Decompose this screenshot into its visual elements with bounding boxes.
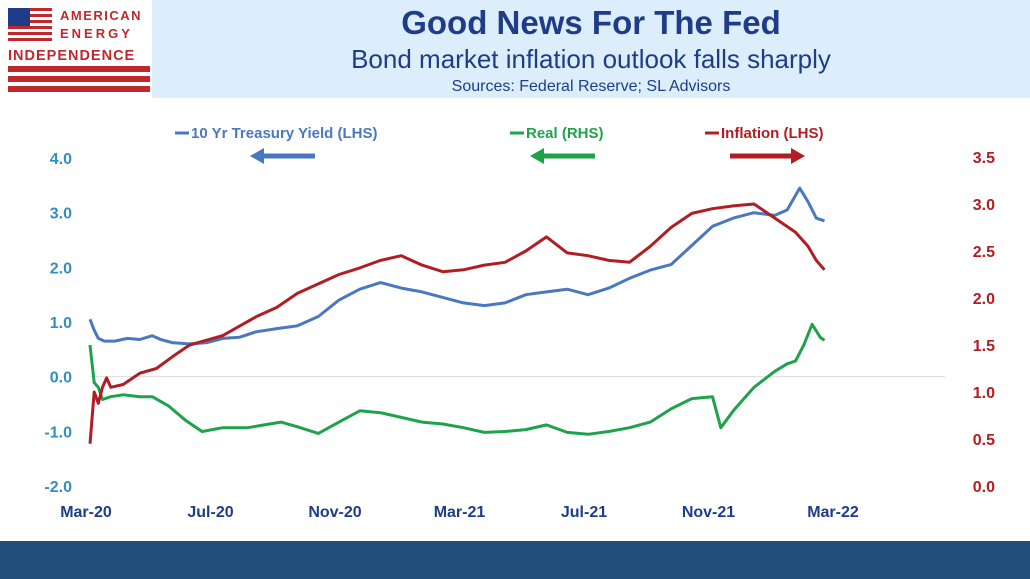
x-axis-tick-label: Jul-20: [187, 504, 233, 521]
sources-note: Sources: Federal Reserve; SL Advisors: [451, 78, 731, 95]
right-axis-tick-label: 0.0: [973, 479, 995, 496]
logo-text-line2: ENERGY: [60, 26, 133, 41]
x-axis: Mar-20 Jul-20 Nov-20 Mar-21 Jul-21 Nov-21 Mar-…: [60, 504, 859, 521]
series-line-1: [88, 322, 826, 436]
left-axis-tick-label: -1.0: [44, 424, 72, 441]
logo-stripe: [8, 86, 150, 92]
legend-label: 10 Yr Treasury Yield (LHS): [191, 125, 377, 142]
left-axis-tick-label: -2.0: [44, 479, 72, 496]
arrow-right-icon: [791, 148, 805, 164]
logo-stripe: [8, 66, 150, 72]
logo-stripe: [8, 76, 150, 82]
right-axis-tick-label: 2.5: [973, 244, 995, 261]
legend-label: Inflation (LHS): [721, 125, 823, 142]
left-axis-tick-label: 4.0: [50, 151, 72, 168]
logo: AMERICAN ENERGY INDEPENDENCE: [0, 0, 152, 98]
x-axis-tick-label: Jul-21: [561, 504, 607, 521]
page-title: Good News For The Fed: [401, 4, 781, 41]
right-axis-tick-label: 2.0: [973, 291, 995, 308]
left-axis-tick-label: 0.0: [50, 370, 72, 387]
left-axis-tick-label: 2.0: [50, 260, 72, 277]
chart-legend: 10 Yr Treasury Yield (LHS) Real (RHS) Infl…: [175, 125, 823, 164]
left-axis-tick-label: 1.0: [50, 315, 72, 332]
us-flag-icon: [8, 8, 52, 42]
right-axis-tick-label: 0.5: [973, 432, 995, 449]
arrow-left-icon: [250, 148, 264, 164]
left-axis: 4.0 3.0 2.0 1.0 0.0 -1.0 -2.0: [44, 151, 72, 496]
right-axis-tick-label: 1.5: [973, 338, 995, 355]
arrow-left-icon: [530, 148, 544, 164]
right-axis: 3.5 3.0 2.5 2.0 1.5 1.0 0.5 0.0: [973, 150, 995, 496]
x-axis-tick-label: Nov-21: [682, 504, 735, 521]
x-axis-tick-label: Mar-21: [434, 504, 486, 521]
x-axis-tick-label: Mar-22: [807, 504, 859, 521]
right-axis-tick-label: 3.5: [973, 150, 995, 167]
x-axis-tick-label: Mar-20: [60, 504, 112, 521]
series-line-2: [88, 202, 826, 444]
right-axis-tick-label: 1.0: [973, 385, 995, 402]
left-axis-tick-label: 3.0: [50, 206, 72, 223]
series-lines: [88, 186, 826, 444]
logo-text-line1: AMERICAN: [60, 8, 143, 23]
header-banner: [152, 0, 1030, 98]
page-subtitle: Bond market inflation outlook falls shar…: [351, 44, 831, 74]
series-line-0: [88, 186, 825, 346]
footer-bar: [0, 541, 1030, 579]
line-chart: 10 Yr Treasury Yield (LHS) Real (RHS) Infl…: [44, 125, 995, 521]
x-axis-tick-label: Nov-20: [308, 504, 361, 521]
right-axis-tick-label: 3.0: [973, 197, 995, 214]
legend-label: Real (RHS): [526, 125, 604, 142]
logo-text-line3: INDEPENDENCE: [8, 48, 136, 64]
